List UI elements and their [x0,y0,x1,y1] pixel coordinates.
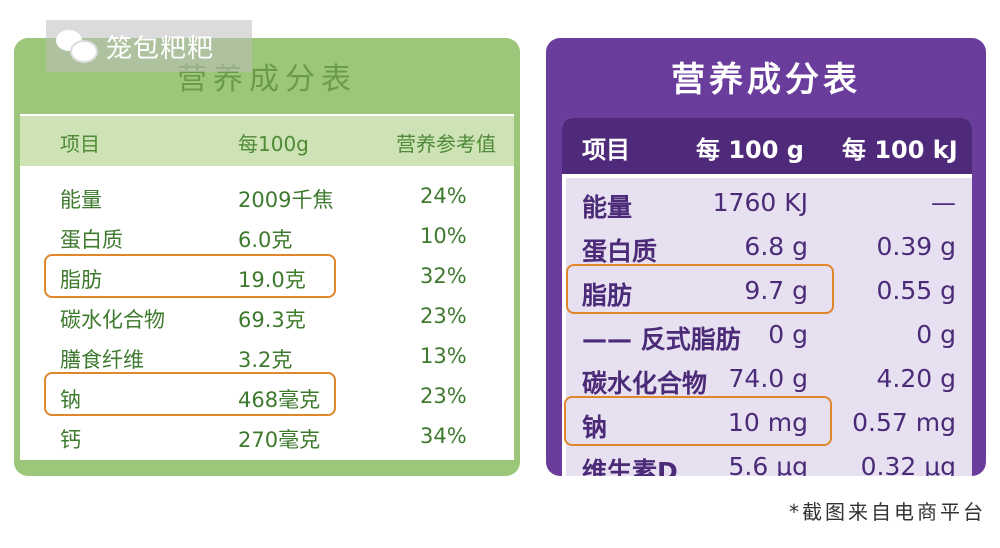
row-nrv: 10% [420,224,467,248]
row-label: 碳水化合物 [60,308,165,332]
table-row: —— 反式脂肪 0 g 0 g [566,312,972,356]
row-value: 69.3克 [238,308,306,332]
green-nutrition-label: 营养成分表 项目 每100g 营养参考值 能量 2009千焦 24% 蛋白质 6… [14,38,520,476]
row-nrv: 24% [420,184,467,208]
row-nrv: 13% [420,344,467,368]
row-value: 3.2克 [238,348,293,372]
row-label: 碳水化合物 [582,369,708,398]
table-row: 钙 270毫克 34% [20,418,514,458]
row-label: 膳食纤维 [60,348,144,372]
sodium-highlight-box [44,372,336,416]
row-label: 脂肪 [582,281,633,310]
row-value: 74.0 g [728,364,808,393]
row-label: —— 反式脂肪 [582,325,741,354]
row-value: 19.0克 [238,268,306,292]
row-nrv: 32% [420,264,467,288]
watermark-text: 笼包粑粑 [106,33,215,64]
sodium-highlight-box [564,396,832,446]
row-value-kj: — [931,188,956,217]
row-nrv: 34% [420,424,467,448]
fat-highlight-box [44,254,336,298]
table-row: 钠 468毫克 23% [20,378,514,418]
row-value: 270毫克 [238,428,321,452]
row-value: 6.0克 [238,228,293,252]
row-value-kj: 0.39 g [876,232,956,261]
row-label: 钠 [60,388,81,412]
row-label: 能量 [582,193,633,222]
row-value-kj: 0.32 μg [860,452,956,476]
row-label: 维生素D [582,457,678,476]
table-row: 能量 2009千焦 24% [20,178,514,218]
purple-table-header: 项目 每 100 g 每 100 kJ [562,118,972,174]
table-row: 蛋白质 6.8 g 0.39 g [566,224,972,268]
row-value: 6.8 g [744,232,808,261]
row-label: 蛋白质 [60,228,123,252]
row-value-kj: 0 g [916,320,956,349]
purple-label-title: 营养成分表 [671,60,861,100]
table-row: 维生素D 5.6 μg 0.32 μg [566,444,972,476]
row-label: 蛋白质 [582,237,658,266]
table-row: 能量 1760 KJ — [566,180,972,224]
row-value-kj: 4.20 g [876,364,956,393]
row-label: 能量 [60,188,102,212]
table-row: 钠 10 mg 0.57 mg [566,400,972,444]
row-label: 钙 [60,428,81,452]
row-nrv: 23% [420,384,467,408]
purple-nutrition-label: 营养成分表 项目 每 100 g 每 100 kJ 能量 1760 KJ — 蛋… [546,38,986,476]
row-label: 脂肪 [60,268,102,292]
header-nrv: 营养参考值 [396,132,496,156]
row-value: 0 g [768,320,808,349]
header-per-100g: 每100g [238,132,309,156]
green-table-header: 项目 每100g 营养参考值 [20,114,514,166]
row-label: 钠 [582,413,608,442]
row-value: 9.7 g [744,276,808,305]
purple-table-body: 能量 1760 KJ — 蛋白质 6.8 g 0.39 g 脂肪 9.7 g 0… [566,178,972,476]
row-value-kj: 0.55 g [876,276,956,305]
row-value: 2009千焦 [238,188,334,212]
header-item: 项目 [60,132,100,156]
table-row: 碳水化合物 74.0 g 4.20 g [566,356,972,400]
header-per-100g: 每 100 g [696,136,804,164]
row-value: 468毫克 [238,388,321,412]
header-item: 项目 [582,136,630,164]
table-row: 脂肪 19.0克 32% [20,258,514,298]
row-value: 10 mg [728,408,808,437]
green-table: 项目 每100g 营养参考值 能量 2009千焦 24% 蛋白质 6.0克 10… [20,114,514,460]
table-row: 脂肪 9.7 g 0.55 g [566,268,972,312]
row-value: 1760 KJ [712,188,808,217]
fat-highlight-box [566,264,834,314]
row-value-kj: 0.57 mg [852,408,956,437]
row-nrv: 23% [420,304,467,328]
table-row: 蛋白质 6.0克 10% [20,218,514,258]
table-row: 碳水化合物 69.3克 23% [20,298,514,338]
watermark: 笼包粑粑 [46,20,252,72]
source-caption: *截图来自电商平台 [789,500,986,524]
header-per-100kj: 每 100 kJ [842,136,958,164]
table-row: 膳食纤维 3.2克 13% [20,338,514,378]
wechat-icon [54,26,100,66]
row-value: 5.6 μg [728,452,808,476]
